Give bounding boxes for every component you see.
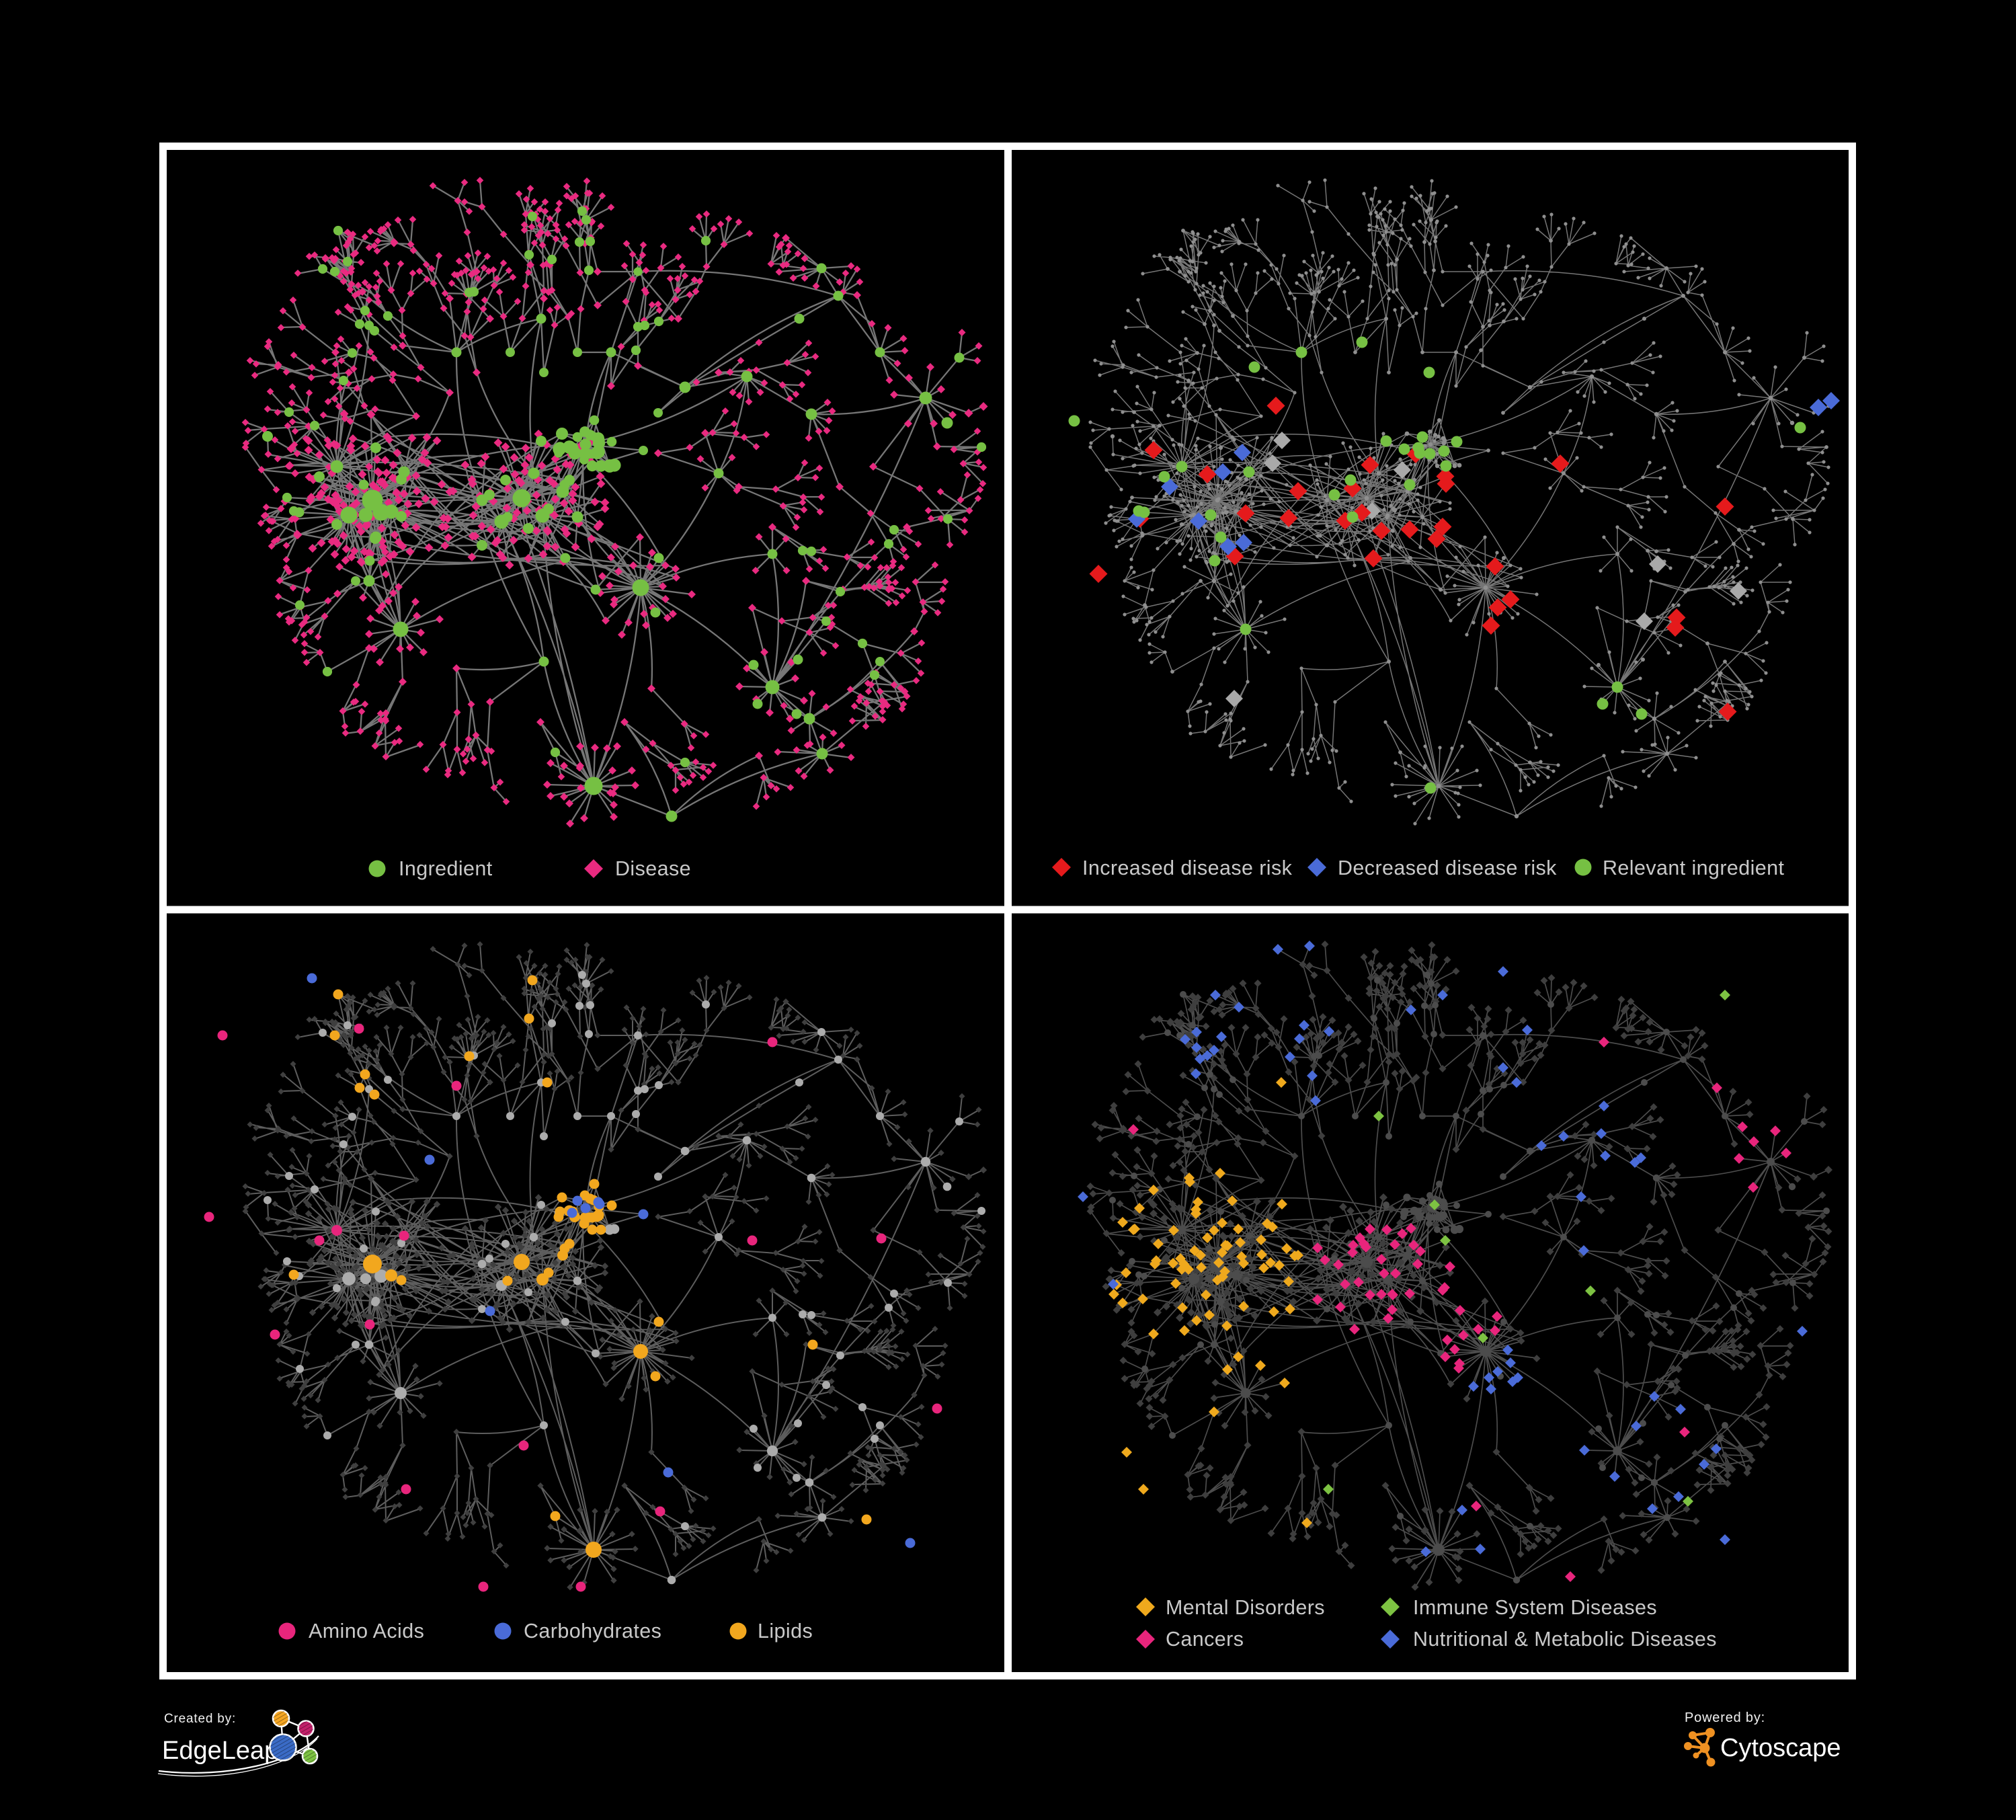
svg-text:EdgeLeap: EdgeLeap: [162, 1737, 278, 1765]
svg-text:Decreased disease risk: Decreased disease risk: [1338, 857, 1557, 879]
svg-text:Lipids: Lipids: [758, 1620, 813, 1643]
svg-text:Relevant ingredient: Relevant ingredient: [1603, 857, 1785, 879]
svg-text:Ingredient: Ingredient: [399, 857, 493, 880]
svg-text:Amino Acids: Amino Acids: [309, 1620, 424, 1643]
svg-text:Cytoscape: Cytoscape: [1720, 1734, 1841, 1762]
svg-text:Powered by:: Powered by:: [1685, 1710, 1765, 1725]
svg-text:Nutritional & Metabolic Diseas: Nutritional & Metabolic Diseases: [1413, 1628, 1717, 1651]
svg-text:Created by:: Created by:: [164, 1712, 236, 1726]
svg-text:Immune System Diseases: Immune System Diseases: [1413, 1596, 1657, 1619]
svg-text:Cancers: Cancers: [1166, 1628, 1244, 1651]
svg-text:Carbohydrates: Carbohydrates: [524, 1620, 661, 1643]
svg-text:Mental Disorders: Mental Disorders: [1166, 1596, 1325, 1619]
svg-text:Increased disease risk: Increased disease risk: [1082, 857, 1293, 879]
svg-text:Disease: Disease: [615, 857, 691, 880]
